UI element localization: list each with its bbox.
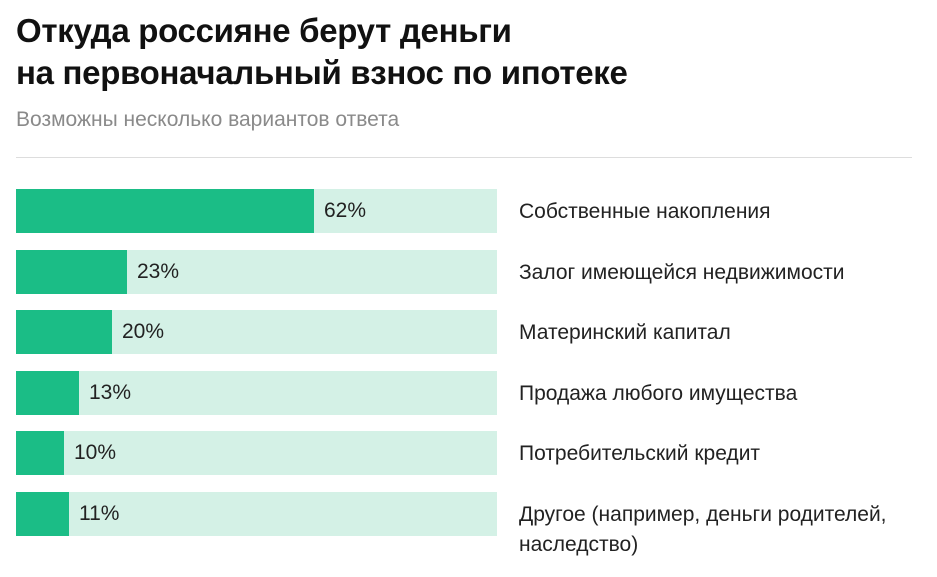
bar-track [16, 371, 497, 415]
bar [16, 371, 79, 415]
bar [16, 189, 314, 233]
bar-track [16, 189, 497, 233]
category-label: Продажа любого имущества [519, 382, 798, 405]
chart-title: Откуда россияне берут деньги на первонач… [16, 12, 628, 91]
bar [16, 250, 127, 294]
bar-track [16, 492, 497, 536]
bar [16, 310, 112, 354]
bar-row: 11% Другое (например, деньги родителей, н… [0, 492, 937, 556]
bar-track [16, 431, 497, 475]
category-label: Потребительский кредит [519, 442, 761, 465]
bar-row: 62% Собственные накопления [0, 189, 937, 233]
bar-track [16, 250, 497, 294]
bar-value-label: 20% [122, 320, 165, 343]
bar [16, 431, 64, 475]
bar-row: 13% Продажа любого имущества [0, 371, 937, 415]
bar [16, 492, 69, 536]
category-label: Другое (например, деньги родителей, насл… [519, 503, 887, 556]
bar-value-label: 10% [74, 441, 117, 464]
bar-row: 20% Материнский капитал [0, 310, 937, 354]
bar-value-label: 62% [324, 199, 367, 222]
category-label: Залог имеющейся недвижимости [519, 261, 845, 284]
bar-value-label: 13% [89, 381, 132, 404]
bar-value-label: 11% [79, 502, 120, 525]
title-divider [16, 157, 912, 158]
category-label: Собственные накопления [519, 200, 771, 223]
category-label: Материнский капитал [519, 321, 731, 344]
bar-row: 10% Потребительский кредит [0, 431, 937, 475]
bar-row: 23% Залог имеющейся недвижимости [0, 250, 937, 294]
bar-value-label: 23% [137, 260, 180, 283]
bar-track [16, 310, 497, 354]
chart-subtitle: Возможны несколько вариантов ответа [16, 108, 400, 131]
